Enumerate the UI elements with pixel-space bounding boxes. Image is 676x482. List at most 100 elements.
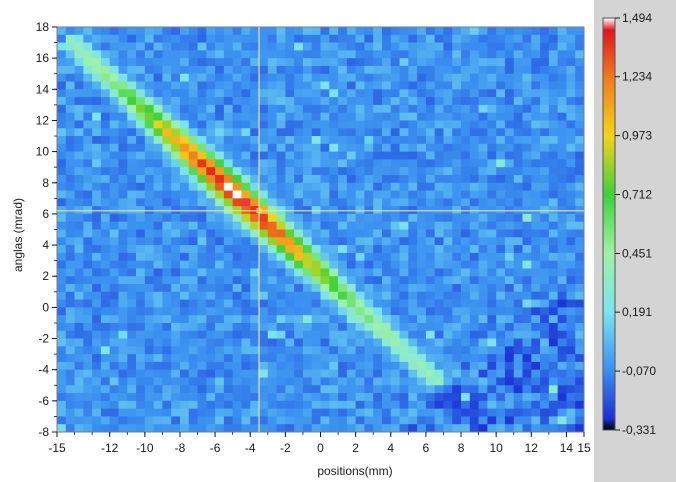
heatmap-cell xyxy=(136,89,146,98)
heatmap-cell xyxy=(206,346,216,355)
heatmap-cell xyxy=(100,369,111,378)
heatmap-cell xyxy=(548,42,558,51)
heatmap-cell xyxy=(575,268,585,277)
heatmap-cell xyxy=(136,424,146,433)
heatmap-cell xyxy=(74,237,84,246)
heatmap-cell xyxy=(399,377,409,386)
heatmap-cell xyxy=(381,416,392,425)
heatmap-cell xyxy=(373,252,383,262)
heatmap-cell xyxy=(443,65,453,75)
heatmap-cell xyxy=(425,291,436,300)
heatmap-cell xyxy=(153,104,163,114)
heatmap-cell xyxy=(346,268,356,277)
heatmap-cell xyxy=(566,307,576,316)
heatmap-cell xyxy=(531,136,541,145)
heatmap-cell xyxy=(241,354,251,363)
heatmap-cell xyxy=(285,42,295,51)
heatmap-cell xyxy=(250,182,260,191)
heatmap-cell xyxy=(153,174,163,184)
heatmap-cell xyxy=(215,151,225,160)
heatmap-cell xyxy=(215,182,225,191)
heatmap-cell xyxy=(250,260,260,269)
heatmap-cell xyxy=(513,50,523,59)
heatmap-cell xyxy=(329,81,339,90)
heatmap-cell xyxy=(531,252,541,262)
heatmap-cell xyxy=(522,346,532,355)
heatmap-cell xyxy=(118,307,128,316)
heatmap-cell xyxy=(373,50,383,59)
heatmap-cell xyxy=(118,167,128,176)
heatmap-cell xyxy=(408,65,418,75)
heatmap-cell xyxy=(285,120,295,129)
heatmap-cell xyxy=(206,213,216,223)
heatmap-cell xyxy=(100,322,111,332)
heatmap-cell xyxy=(575,50,585,59)
heatmap-cell xyxy=(355,307,365,316)
heatmap-cell xyxy=(311,284,321,293)
heatmap-cell xyxy=(215,307,225,316)
heatmap-cell xyxy=(566,159,576,168)
heatmap-cell xyxy=(355,42,365,51)
heatmap-cell xyxy=(206,112,216,121)
heatmap-cell xyxy=(109,27,119,36)
heatmap-cell xyxy=(302,213,313,223)
heatmap-cell xyxy=(478,104,488,114)
heatmap-cell xyxy=(355,369,365,378)
heatmap-cell xyxy=(74,369,84,378)
heatmap-cell xyxy=(399,128,409,137)
heatmap-cell xyxy=(329,338,339,347)
heatmap-cell xyxy=(250,190,260,199)
heatmap-cell xyxy=(276,143,286,152)
heatmap-cell xyxy=(399,190,409,199)
heatmap-cell xyxy=(162,65,172,75)
cursor-marker[interactable] xyxy=(256,208,262,214)
heatmap-cell xyxy=(109,393,119,402)
heatmap-cell xyxy=(390,237,400,246)
heatmap-cell xyxy=(153,377,163,386)
heatmap-cell xyxy=(144,400,154,409)
heatmap-cell xyxy=(74,307,84,316)
heatmap-cell xyxy=(188,408,198,417)
heatmap-cell xyxy=(302,206,313,215)
heatmap-cell xyxy=(267,284,277,293)
heatmap-cell xyxy=(478,299,488,308)
heatmap-cell xyxy=(188,120,198,129)
heatmap-cell xyxy=(548,361,558,371)
crosshair-cursor[interactable] xyxy=(57,27,584,432)
heatmap-cell xyxy=(215,369,225,378)
heatmap-cell xyxy=(294,400,304,409)
heatmap-cell xyxy=(461,159,471,168)
heatmap-cell xyxy=(364,190,374,199)
heatmap-cell xyxy=(179,104,190,114)
heatmap-cell xyxy=(487,245,497,254)
heatmap-cell xyxy=(566,393,576,402)
heatmap-cell xyxy=(92,260,102,269)
heatmap-cell xyxy=(144,27,154,36)
heatmap-cell xyxy=(469,315,479,324)
heatmap-cell xyxy=(179,89,190,98)
heatmap-cell xyxy=(461,369,471,378)
heatmap-cell xyxy=(531,307,541,316)
heatmap-cell xyxy=(65,284,75,293)
heatmap-cell xyxy=(232,213,242,223)
heatmap-cell xyxy=(531,291,541,300)
heatmap-cell xyxy=(478,159,488,168)
heatmap-cell xyxy=(417,268,427,277)
heatmap-cell xyxy=(179,112,190,121)
heatmap-cell xyxy=(320,73,330,82)
heatmap-cell xyxy=(355,377,365,386)
heatmap-cell xyxy=(83,120,93,129)
heatmap-cell xyxy=(531,27,541,36)
heatmap-cell xyxy=(575,143,585,152)
heatmap-cell xyxy=(57,416,67,425)
heatmap-cell xyxy=(57,73,67,82)
heatmap-cell xyxy=(153,151,163,160)
heatmap-cell xyxy=(92,361,102,371)
heatmap-cell xyxy=(241,58,251,67)
heatmap-cell xyxy=(513,291,523,300)
heatmap-cell xyxy=(241,120,251,129)
heatmap-cell xyxy=(513,346,523,355)
heatmap-cell xyxy=(74,424,84,433)
colorbar-tick-label: 0,191 xyxy=(622,305,652,319)
heatmap-cell xyxy=(179,167,190,176)
